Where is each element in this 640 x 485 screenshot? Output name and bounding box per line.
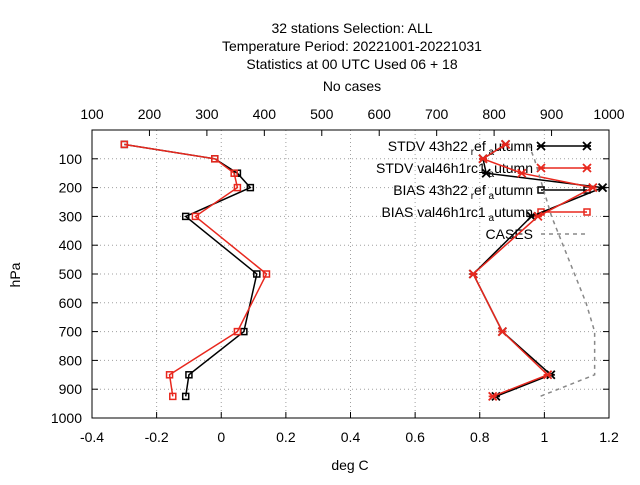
x-tick-label: 0 [217,429,225,445]
y-tick-label: 300 [59,208,83,224]
square-marker [185,371,193,379]
square-marker [211,155,219,163]
square-marker [253,270,261,278]
y-tick-label: 900 [59,381,83,397]
top-axis-ticks: 100 200 300 400 500 600 700 800 900 1000 [80,106,625,136]
x2-tick-label: 500 [310,106,334,122]
bottom-axis-ticks: -0.4 -0.2 0 0.2 0.4 0.6 0.8 1 1.2 [80,412,619,445]
star-marker [536,163,546,173]
x2-tick-label: 700 [425,106,449,122]
square-marker [191,212,200,221]
title-line-2: Temperature Period: 20221001-20221031 [222,38,482,54]
star-marker [542,370,553,380]
star-marker [500,139,511,150]
square-marker [583,208,591,216]
star-marker [517,168,527,178]
star-marker [478,154,488,164]
series-line [472,143,606,398]
series-4 [527,144,596,398]
star-marker [582,141,592,151]
y-tick-label: 700 [59,324,83,340]
title-line-1: 32 stations Selection: ALL [271,20,432,36]
x-tick-label: 0.8 [470,429,490,445]
star-marker [488,391,498,402]
legend-label: CASES [486,226,533,242]
legend-entry-0: STDV 43h22 ref autumn [388,138,592,158]
chart-title: 32 stations Selection: ALL Temperature P… [222,20,482,94]
square-marker [181,392,190,401]
legend-entry-3: BIAS val46h1rc1 autumn [381,204,591,224]
y-tick-label: 800 [59,352,83,368]
star-marker [588,182,598,193]
star-marker [582,163,592,173]
square-marker [233,327,242,336]
plot-frame [91,129,610,419]
left-axis-ticks: 100 200 300 400 500 600 700 800 900 1000 [51,151,609,426]
square-marker [262,270,271,278]
x-tick-label: -0.2 [145,429,169,445]
x-tick-label: 0.4 [341,429,361,445]
x-tick-label: -0.4 [80,429,104,445]
x2-tick-label: 800 [482,106,506,122]
legend-label: BIAS val46h1rc1 autumn [381,204,533,224]
x2-tick-label: 900 [540,106,564,122]
y-tick-label: 200 [59,180,83,196]
square-marker [230,169,238,177]
title-line-4: No cases [323,78,381,94]
series-line [124,143,268,397]
square-marker [181,212,190,221]
star-marker [468,269,478,279]
y-tick-label: 1000 [51,410,82,426]
square-marker [165,371,174,379]
x-tick-label: 1 [540,429,548,445]
square-marker [169,392,177,401]
x-axis-label: deg C [331,457,368,473]
legend-label: STDV 43h22 ref autumn [388,138,533,158]
star-marker [481,168,491,178]
title-line-3: Statistics at 00 UTC Used 06 + 18 [246,56,457,72]
x2-tick-label: 600 [368,106,392,122]
y-tick-label: 100 [59,151,83,167]
x-tick-label: 0.2 [276,429,296,445]
x2-tick-label: 100 [80,106,104,122]
legend-entry-2: BIAS 43h22 ref autumn [393,182,591,202]
series-1 [468,139,598,402]
star-marker [533,211,543,222]
y-tick-label: 500 [59,266,83,282]
x2-tick-label: 200 [138,106,162,122]
legend-entry-4: CASES [486,226,587,242]
star-marker [597,182,608,193]
x2-tick-label: 1000 [593,106,624,122]
star-marker [497,326,508,337]
x-tick-label: 1.2 [599,429,619,445]
x-tick-label: 0.6 [405,429,425,445]
star-marker [536,141,546,151]
square-marker [233,183,242,192]
plot-series [120,139,608,402]
y-tick-label: 400 [59,237,83,253]
legend-label: STDV val46h1rc1 autumn [376,160,533,180]
x2-tick-label: 300 [195,106,219,122]
square-marker [120,140,129,149]
y-axis-label: hPa [7,262,23,287]
legend-entry-1: STDV val46h1rc1 autumn [376,160,592,180]
y-tick-label: 600 [59,295,83,311]
legend-label: BIAS 43h22 ref autumn [393,182,533,202]
series-3 [120,140,271,401]
series-line [527,144,596,398]
x2-tick-label: 400 [253,106,277,122]
square-marker [246,183,255,192]
